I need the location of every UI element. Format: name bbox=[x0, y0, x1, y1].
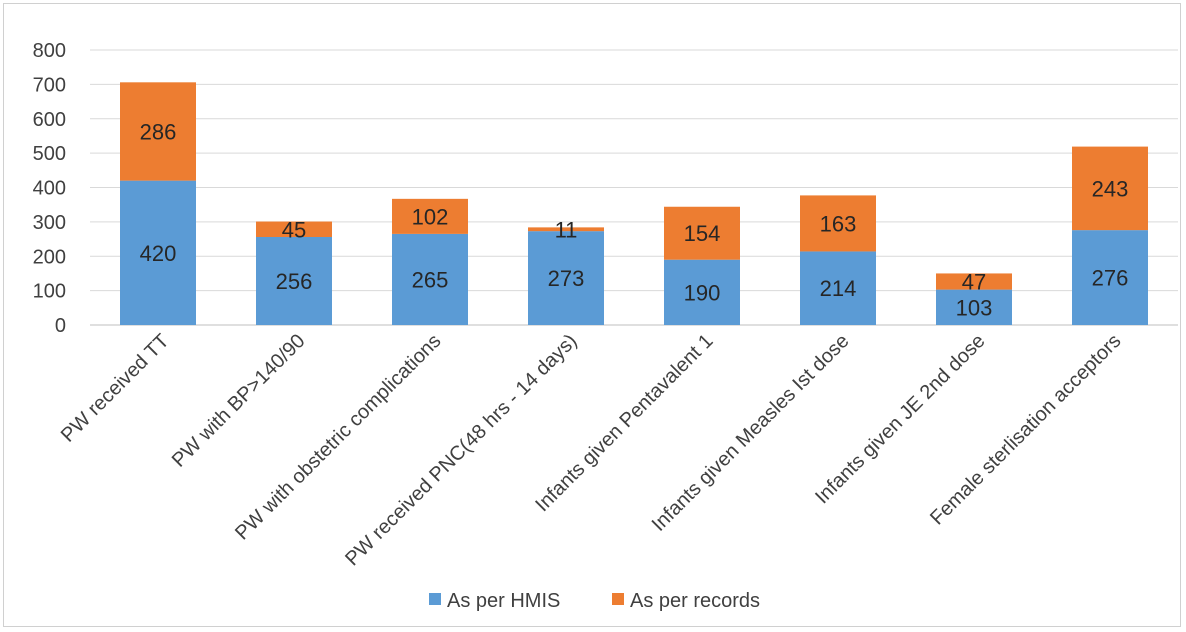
y-tick-label: 600 bbox=[33, 109, 66, 131]
x-category-label: PW with BP>140/90 bbox=[168, 330, 310, 472]
legend-swatch bbox=[429, 593, 441, 605]
y-tick-label: 500 bbox=[33, 143, 66, 165]
bars bbox=[120, 82, 1148, 325]
y-tick-label: 800 bbox=[33, 40, 66, 62]
bar-hmis bbox=[800, 251, 876, 325]
bar-records bbox=[528, 227, 604, 232]
x-category-label: PW received PNC(48 hrs - 14 days) bbox=[341, 330, 581, 570]
bar-records bbox=[800, 195, 876, 252]
data-label: 11 bbox=[555, 217, 578, 242]
data-label: 276 bbox=[1092, 266, 1129, 291]
y-tick-label: 300 bbox=[33, 212, 66, 234]
data-label: 286 bbox=[140, 119, 177, 144]
data-label: 47 bbox=[962, 270, 986, 295]
bar-hmis bbox=[528, 231, 604, 325]
legend-label: As per records bbox=[630, 590, 760, 612]
bar-records bbox=[120, 82, 196, 181]
y-tick-label: 100 bbox=[33, 281, 66, 303]
bar-records bbox=[664, 206, 740, 260]
bar-hmis bbox=[392, 233, 468, 325]
chart-frame bbox=[3, 3, 1181, 627]
legend-swatch bbox=[612, 593, 624, 605]
gridlines bbox=[90, 49, 1178, 326]
data-label: 190 bbox=[684, 280, 721, 305]
bar-hmis bbox=[120, 180, 196, 325]
data-label: 256 bbox=[276, 269, 313, 294]
data-label: 265 bbox=[412, 267, 449, 292]
bar-hmis bbox=[936, 289, 1012, 325]
bar-hmis bbox=[256, 237, 332, 325]
y-tick-label: 400 bbox=[33, 178, 66, 200]
data-label: 102 bbox=[412, 204, 449, 229]
data-label: 154 bbox=[684, 221, 721, 246]
data-label: 45 bbox=[282, 217, 306, 242]
bar-records bbox=[1072, 146, 1148, 231]
y-tick-label: 200 bbox=[33, 246, 66, 268]
data-label: 420 bbox=[140, 241, 177, 266]
bar-records bbox=[936, 273, 1012, 290]
data-label: 214 bbox=[820, 276, 857, 301]
bar-records bbox=[256, 221, 332, 237]
data-label: 163 bbox=[820, 211, 857, 236]
y-tick-label: 700 bbox=[33, 74, 66, 96]
data-label: 273 bbox=[548, 266, 585, 291]
data-label: 103 bbox=[956, 295, 993, 320]
x-category-label: PW received TT bbox=[57, 330, 174, 447]
y-tick-label: 0 bbox=[55, 315, 66, 337]
bar-hmis bbox=[664, 259, 740, 325]
legend-label: As per HMIS bbox=[447, 590, 560, 612]
y-axis-ticks: 0 100 200 300 400 500 600 700 800 bbox=[33, 40, 66, 337]
bar-hmis bbox=[1072, 230, 1148, 325]
bar-records bbox=[392, 198, 468, 234]
data-label: 243 bbox=[1092, 176, 1129, 201]
legend: As per HMIS As per records bbox=[429, 590, 760, 612]
